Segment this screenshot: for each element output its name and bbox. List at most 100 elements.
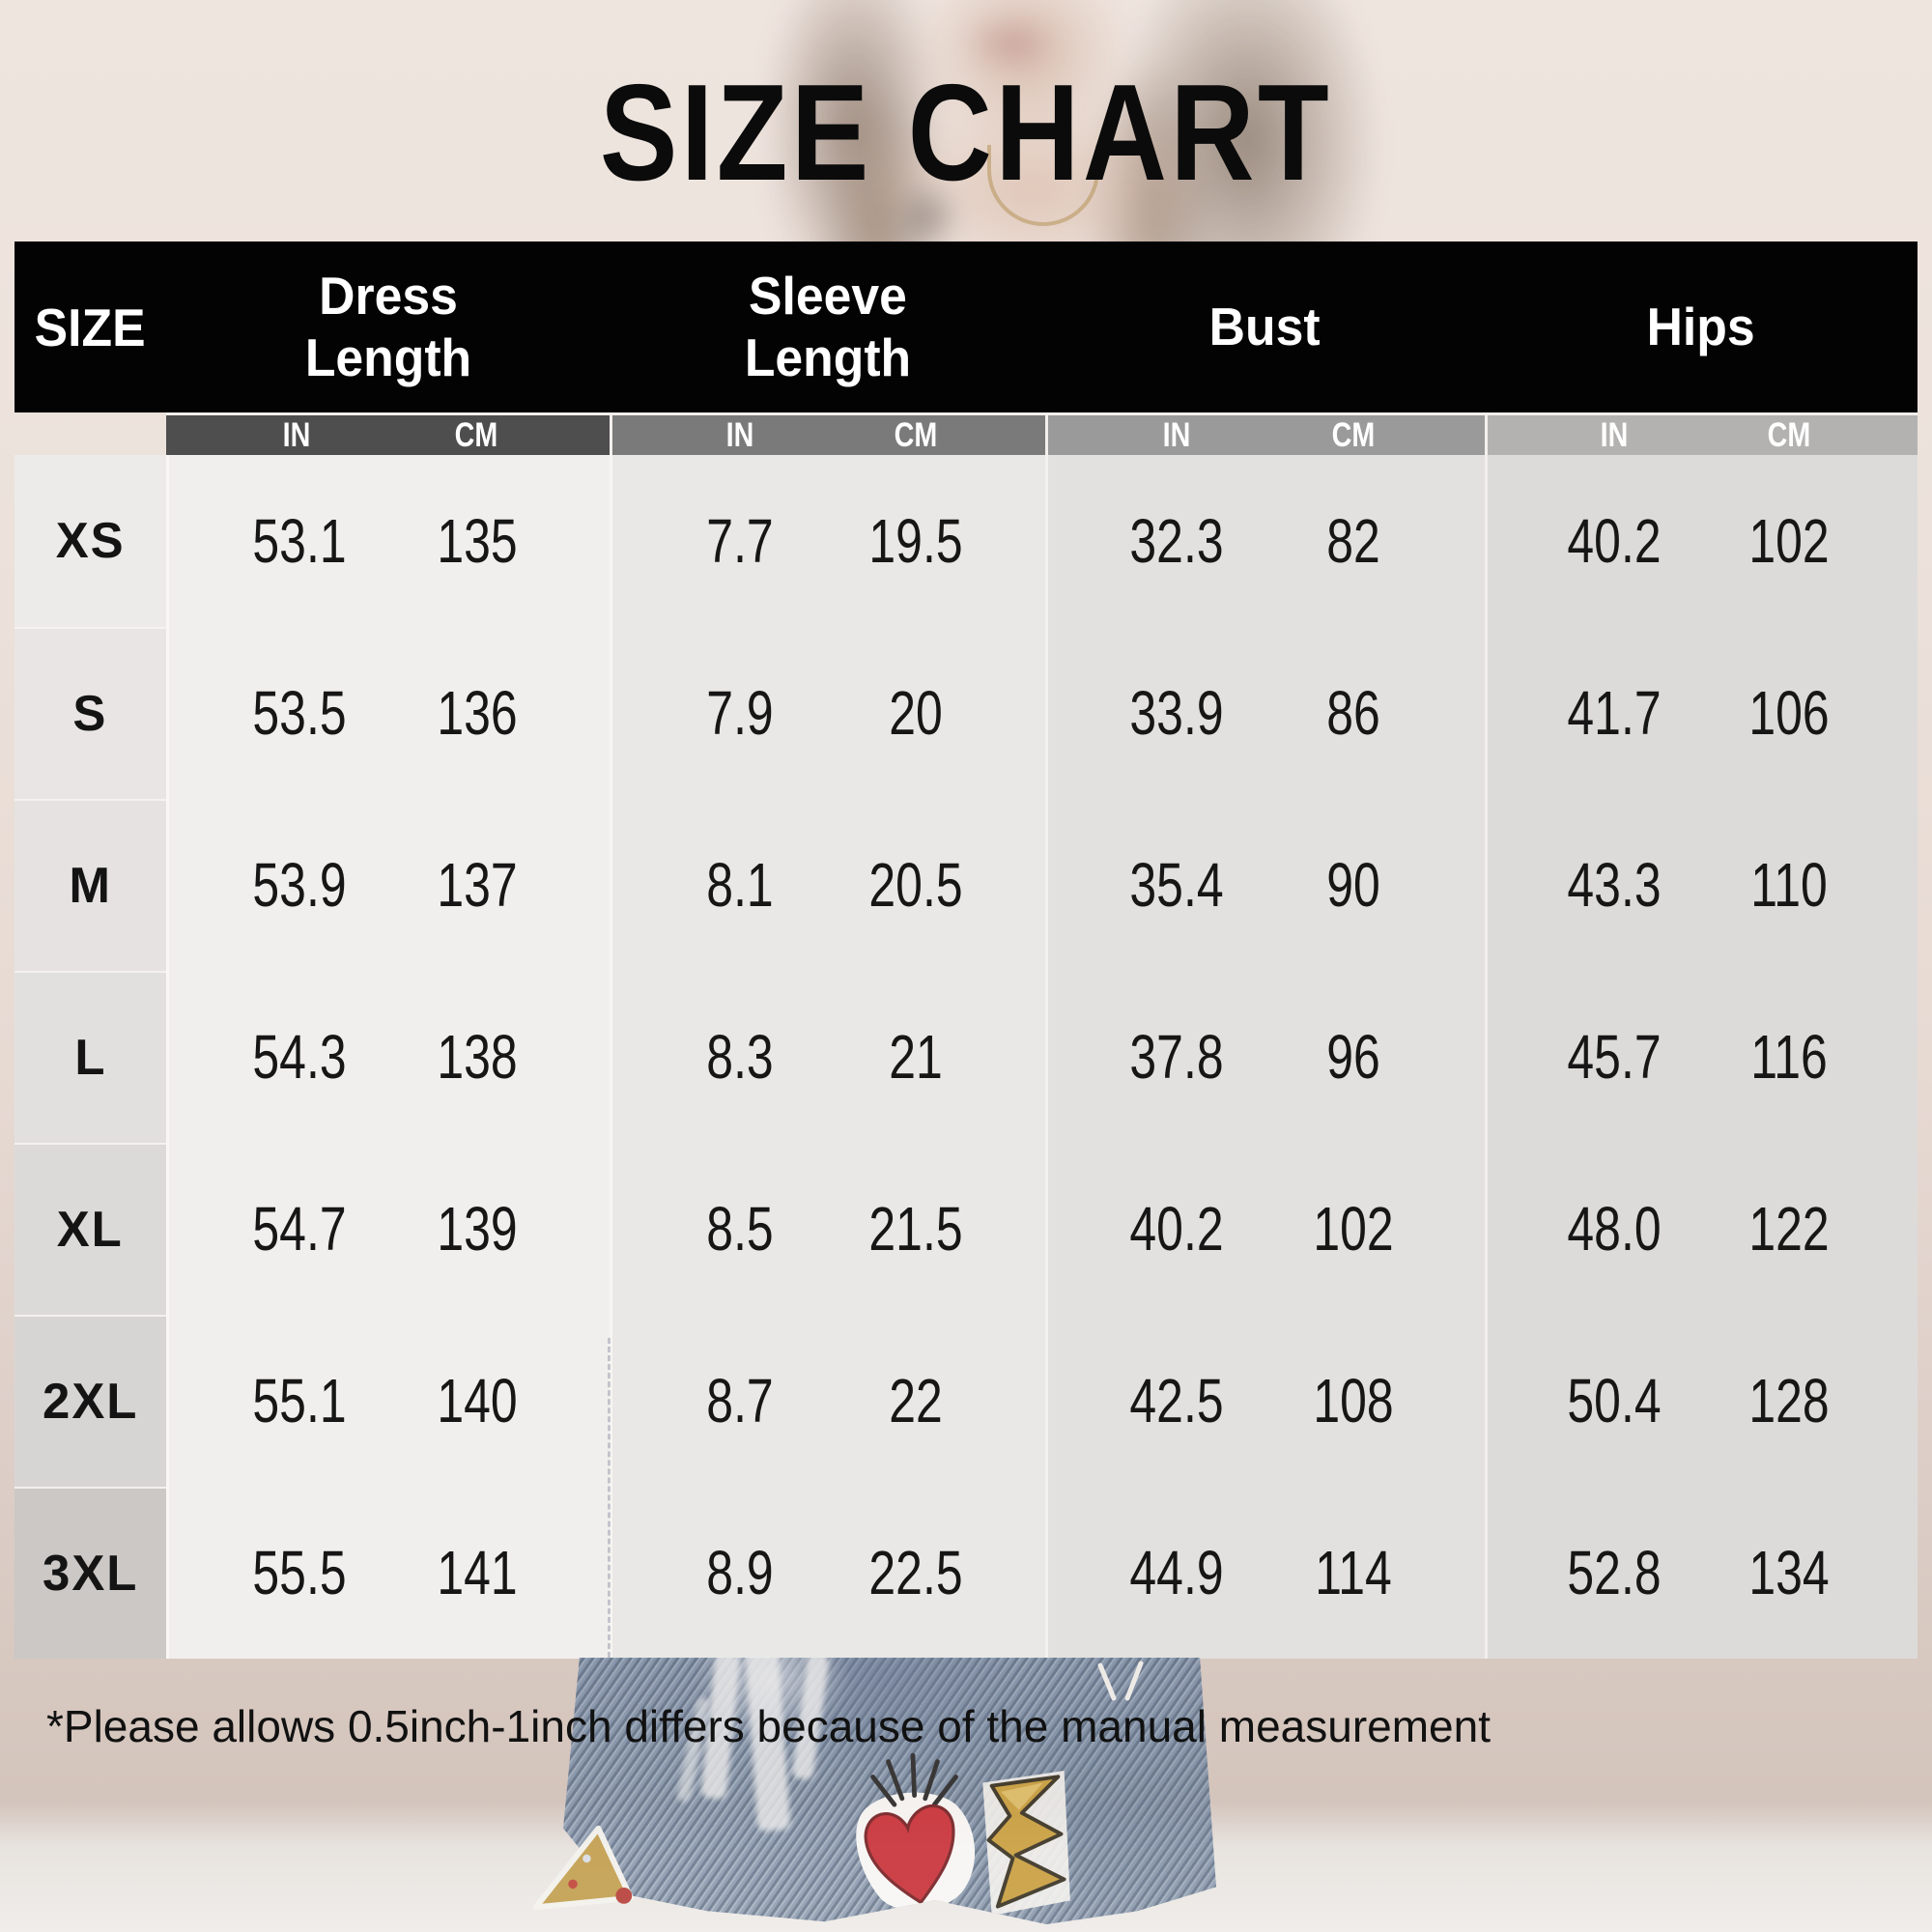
dress-cm-value: 141 — [437, 1538, 518, 1607]
dress-in-value: 53.9 — [251, 850, 347, 920]
bust-cell: 40.2 102 — [1045, 1143, 1485, 1315]
bust-cell: 35.4 90 — [1045, 799, 1485, 971]
table-row: XL 54.7 139 8.5 21.5 40.2 102 48.0 122 — [14, 1143, 1918, 1315]
sleeve-in-value: 7.7 — [706, 506, 774, 576]
hips-in-value: 52.8 — [1567, 1538, 1662, 1607]
graffiti-crown — [982, 1771, 1070, 1916]
size-label: 2XL — [42, 1374, 139, 1430]
sleeve-length-cell: 7.7 19.5 — [610, 455, 1045, 627]
dress-length-cell: 53.5 136 — [166, 627, 610, 799]
size-label: S — [72, 686, 108, 742]
header-sleeve-length-label: Sleeve Length — [744, 266, 911, 387]
sleeve-length-cell: 8.5 21.5 — [610, 1143, 1045, 1315]
table-row: L 54.3 138 8.3 21 37.8 96 45.7 116 — [14, 971, 1918, 1143]
hips-cell: 40.2 102 — [1485, 455, 1918, 627]
model-lips — [966, 17, 1058, 68]
bust-in-value: 33.9 — [1129, 678, 1224, 748]
hips-cell: 48.0 122 — [1485, 1143, 1918, 1315]
hips-in-value: 43.3 — [1567, 850, 1662, 920]
bust-cell: 32.3 82 — [1045, 455, 1485, 627]
bust-in-value: 40.2 — [1129, 1194, 1224, 1264]
dress-in-value: 53.5 — [251, 678, 347, 748]
size-table: SIZE Dress Length Sleeve Length Bust Hip… — [14, 242, 1918, 1659]
dress-length-cell: 53.1 135 — [166, 455, 610, 627]
dress-cm-value: 136 — [437, 678, 518, 748]
bust-cm-value: 102 — [1313, 1194, 1395, 1264]
sleeve-in-value: 8.5 — [706, 1194, 774, 1264]
size-cell: XL — [14, 1143, 166, 1315]
header-size: SIZE — [14, 242, 166, 412]
denim-fabric — [563, 1658, 1216, 1924]
table-header-row: SIZE Dress Length Sleeve Length Bust Hip… — [14, 242, 1918, 412]
dress-in-value: 54.7 — [251, 1194, 347, 1264]
hips-cm-value: 134 — [1747, 1538, 1830, 1607]
sleeve-cm-value: 21 — [888, 1022, 943, 1092]
dress-cm-value: 138 — [437, 1022, 518, 1092]
dress-in-value: 55.5 — [251, 1538, 347, 1607]
unit-size-spacer — [14, 412, 166, 455]
sleeve-length-cell: 8.1 20.5 — [610, 799, 1045, 971]
size-label: M — [69, 858, 112, 914]
sleeve-length-cell: 7.9 20 — [610, 627, 1045, 799]
dress-length-cell: 55.5 141 — [166, 1487, 610, 1659]
header-dress-length: Dress Length — [166, 242, 610, 412]
sleeve-cm-value: 20.5 — [868, 850, 963, 920]
unit-hips-cm: CM — [1767, 415, 1810, 454]
size-cell: L — [14, 971, 166, 1143]
unit-bust-cm: CM — [1332, 415, 1376, 454]
page-title: SIZE CHART — [599, 56, 1333, 210]
hips-cm-value: 116 — [1749, 1022, 1828, 1092]
unit-hips: IN CM — [1485, 412, 1918, 455]
size-label: 3XL — [42, 1546, 139, 1602]
unit-sleeve-cm: CM — [894, 415, 937, 454]
sleeve-length-cell: 8.7 22 — [610, 1315, 1045, 1487]
header-sleeve-length: Sleeve Length — [610, 242, 1045, 412]
bust-in-value: 32.3 — [1129, 506, 1224, 576]
hips-in-value: 50.4 — [1567, 1366, 1662, 1435]
sleeve-in-value: 8.7 — [706, 1366, 774, 1435]
hips-cm-value: 102 — [1747, 506, 1830, 576]
dress-cm-value: 135 — [437, 506, 518, 576]
denim-dress-hem — [526, 1658, 1261, 1928]
header-hips: Hips — [1485, 242, 1918, 412]
sleeve-cm-value: 20 — [888, 678, 943, 748]
dress-in-value: 55.1 — [251, 1366, 347, 1435]
hips-cm-value: 106 — [1747, 678, 1830, 748]
dress-cm-value: 137 — [437, 850, 518, 920]
table-row: M 53.9 137 8.1 20.5 35.4 90 43.3 110 — [14, 799, 1918, 971]
dress-cm-value: 140 — [437, 1366, 518, 1435]
bust-cell: 42.5 108 — [1045, 1315, 1485, 1487]
bust-in-value: 37.8 — [1129, 1022, 1224, 1092]
table-row: S 53.5 136 7.9 20 33.9 86 41.7 106 — [14, 627, 1918, 799]
bust-cell: 37.8 96 — [1045, 971, 1485, 1143]
hips-in-value: 48.0 — [1567, 1194, 1662, 1264]
dress-length-cell: 55.1 140 — [166, 1315, 610, 1487]
unit-dress-in: IN — [283, 415, 311, 454]
dress-length-cell: 54.3 138 — [166, 971, 610, 1143]
bust-cell: 33.9 86 — [1045, 627, 1485, 799]
bust-in-value: 35.4 — [1129, 850, 1224, 920]
size-label: XS — [55, 513, 126, 569]
bust-cm-value: 86 — [1326, 678, 1381, 748]
size-label: XL — [56, 1202, 125, 1258]
hips-cm-value: 110 — [1749, 850, 1828, 920]
sleeve-in-value: 8.9 — [706, 1538, 774, 1607]
bust-cm-value: 114 — [1315, 1538, 1393, 1607]
bust-in-value: 44.9 — [1129, 1538, 1224, 1607]
hips-cell: 50.4 128 — [1485, 1315, 1918, 1487]
hips-cm-value: 122 — [1747, 1194, 1830, 1264]
header-dress-length-label: Dress Length — [304, 266, 471, 387]
hips-cm-value: 128 — [1747, 1366, 1830, 1435]
dress-length-cell: 53.9 137 — [166, 799, 610, 971]
size-cell: S — [14, 627, 166, 799]
sleeve-cm-value: 21.5 — [868, 1194, 963, 1264]
sleeve-length-cell: 8.3 21 — [610, 971, 1045, 1143]
sleeve-cm-value: 22 — [888, 1366, 943, 1435]
sleeve-cm-value: 22.5 — [868, 1538, 963, 1607]
size-cell: 3XL — [14, 1487, 166, 1659]
graffiti-heart — [856, 1752, 976, 1912]
size-cell: M — [14, 799, 166, 971]
bust-in-value: 42.5 — [1129, 1366, 1224, 1435]
denim-seam-line — [608, 1338, 611, 1658]
bust-cm-value: 82 — [1326, 506, 1381, 576]
